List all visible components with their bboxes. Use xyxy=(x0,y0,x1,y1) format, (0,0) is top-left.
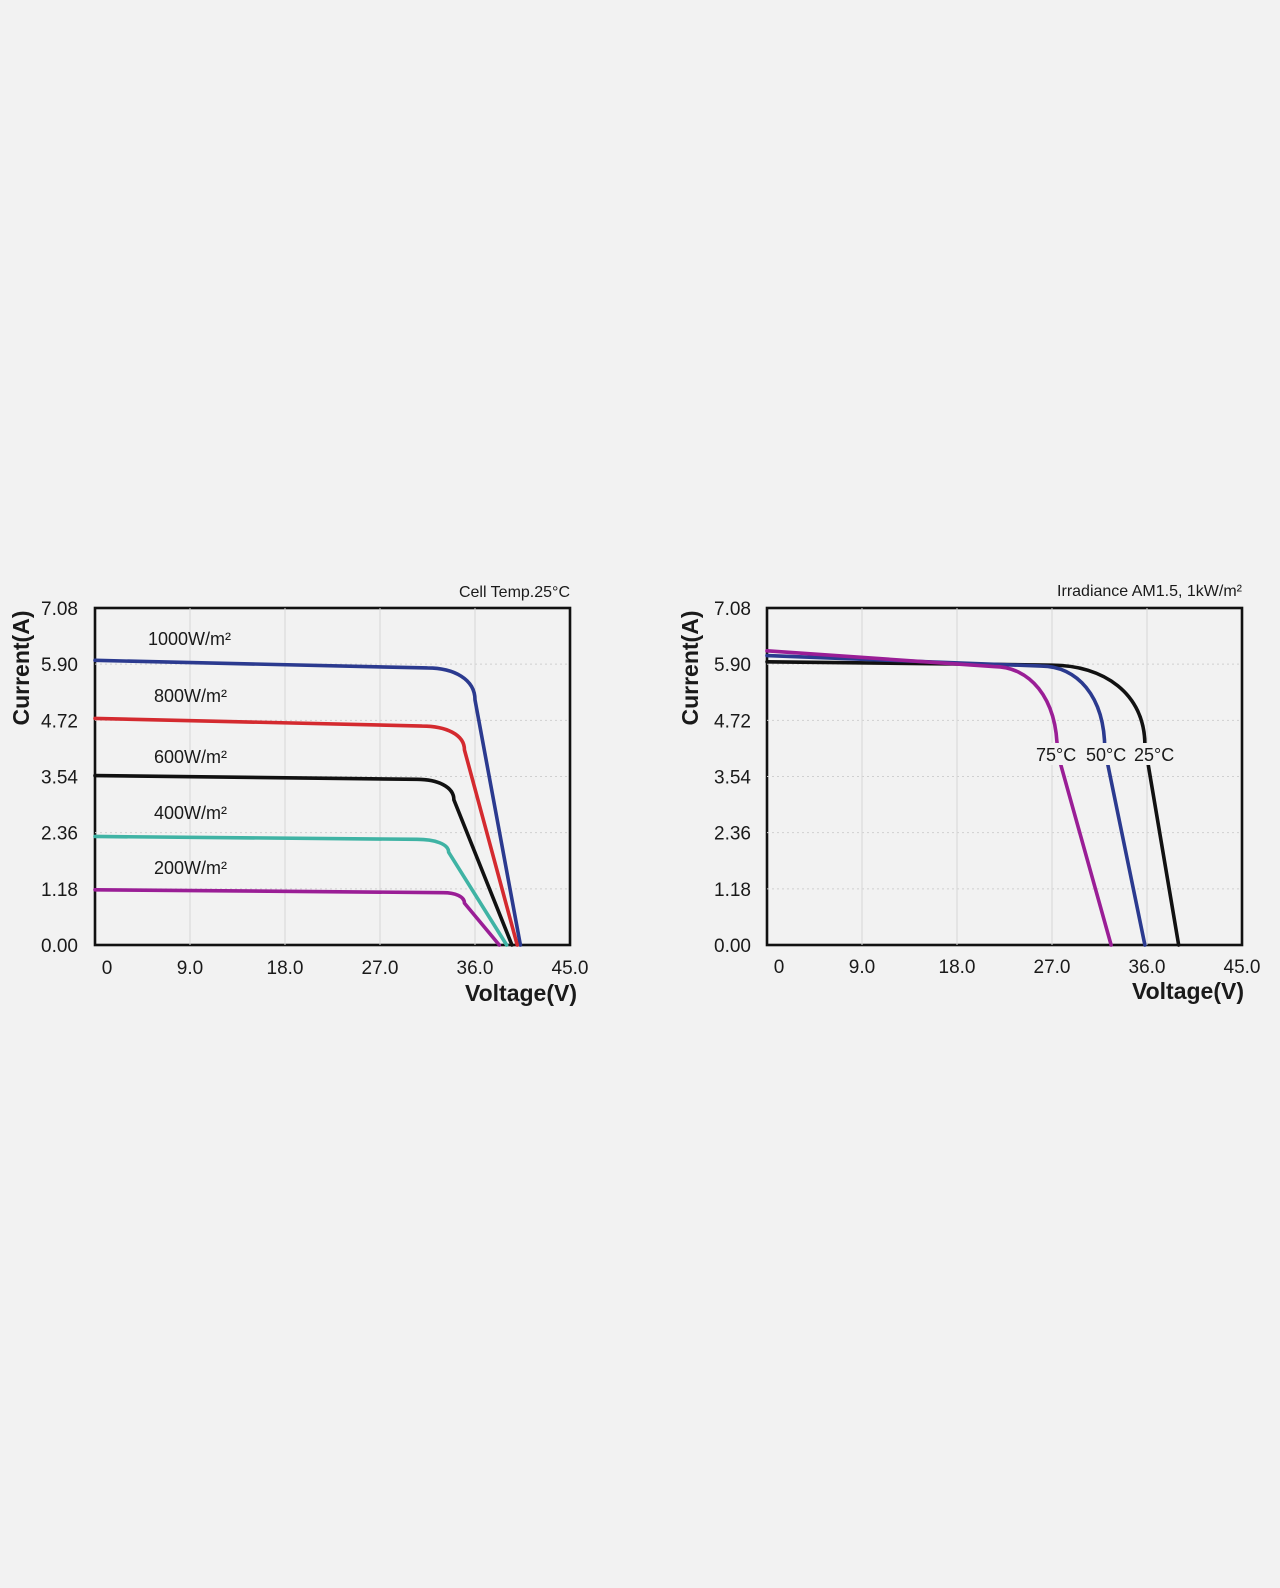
x-tick-label: 18.0 xyxy=(267,958,304,979)
y-tick-label: 4.72 xyxy=(714,711,751,732)
y-tick-label: 3.54 xyxy=(714,768,751,789)
series-label-600: 600W/m² xyxy=(154,747,227,767)
series-labels: 1000W/m² 800W/m² 600W/m² 400W/m² 200W/m² xyxy=(148,629,231,878)
y-tick-label: 5.90 xyxy=(714,655,751,676)
x-tick-label: 9.0 xyxy=(849,957,875,978)
series-line-1000w-m xyxy=(93,658,523,947)
y-tick-label: 1.18 xyxy=(714,880,751,901)
series-lines xyxy=(765,649,1181,947)
iv-chart-temperature: 0 9.0 18.0 27.0 36.0 45.0 0.00 1.18 2.36 3.54 4.7… xyxy=(677,583,1260,1004)
y-tick-label: 7.08 xyxy=(714,599,751,620)
x-tick-label: 0 xyxy=(102,958,113,979)
series-label-25c: 25°C xyxy=(1134,745,1174,765)
x-tick-label: 27.0 xyxy=(362,958,399,979)
series-line-600w-m xyxy=(93,773,514,947)
series-label-800: 800W/m² xyxy=(154,686,227,706)
series-label-200: 200W/m² xyxy=(154,858,227,878)
series-line-200w-m xyxy=(93,887,502,947)
series-line-50-c xyxy=(765,653,1147,947)
x-tick-label: 45.0 xyxy=(552,958,589,979)
x-tick-labels: 0 9.0 18.0 27.0 36.0 45.0 xyxy=(774,957,1261,978)
y-tick-labels: 0.00 1.18 2.36 3.54 4.72 5.90 7.08 xyxy=(714,599,751,957)
series-line-25-c xyxy=(765,659,1181,947)
series-label-400: 400W/m² xyxy=(154,803,227,823)
condition-note: Cell Temp.25°C xyxy=(459,584,570,601)
x-tick-label: 36.0 xyxy=(1129,957,1166,978)
x-tick-labels: 0 9.0 18.0 27.0 36.0 45.0 xyxy=(102,958,589,979)
x-tick-label: 36.0 xyxy=(457,958,494,979)
y-axis-title: Current(A) xyxy=(677,611,703,726)
y-axis-title: Current(A) xyxy=(8,611,34,726)
y-tick-label: 4.72 xyxy=(41,711,78,732)
x-tick-label: 45.0 xyxy=(1224,957,1261,978)
y-tick-label: 0.00 xyxy=(41,936,78,957)
label-backdrop xyxy=(1034,743,1178,765)
y-tick-label: 2.36 xyxy=(714,824,751,845)
x-tick-label: 18.0 xyxy=(939,957,976,978)
y-tick-label: 2.36 xyxy=(41,824,78,845)
x-axis-title: Voltage(V) xyxy=(1132,978,1244,1004)
series-labels: 75°C 50°C 25°C xyxy=(1034,743,1178,765)
y-tick-label: 5.90 xyxy=(41,655,78,676)
y-tick-label: 0.00 xyxy=(714,936,751,957)
y-tick-label: 1.18 xyxy=(41,880,78,901)
series-line-75-c xyxy=(765,649,1113,947)
series-line-800w-m xyxy=(93,716,520,947)
x-tick-label: 27.0 xyxy=(1034,957,1071,978)
series-lines xyxy=(93,658,523,947)
y-tick-label: 3.54 xyxy=(41,768,78,789)
y-tick-labels: 0.00 1.18 2.36 3.54 4.72 5.90 7.08 xyxy=(41,599,78,957)
series-label-75c: 75°C xyxy=(1036,745,1076,765)
x-axis-title: Voltage(V) xyxy=(465,980,577,1006)
series-label-50c: 50°C xyxy=(1086,745,1126,765)
x-tick-label: 0 xyxy=(774,957,785,978)
y-tick-label: 7.08 xyxy=(41,599,78,620)
iv-chart-irradiance: 0 9.0 18.0 27.0 36.0 45.0 0.00 1.18 2.36 3.54 4.7… xyxy=(8,584,588,1006)
series-label-1000: 1000W/m² xyxy=(148,629,231,649)
x-tick-label: 9.0 xyxy=(177,958,203,979)
condition-note: Irradiance AM1.5, 1kW/m² xyxy=(1057,583,1243,600)
series-line-400w-m xyxy=(93,834,509,947)
